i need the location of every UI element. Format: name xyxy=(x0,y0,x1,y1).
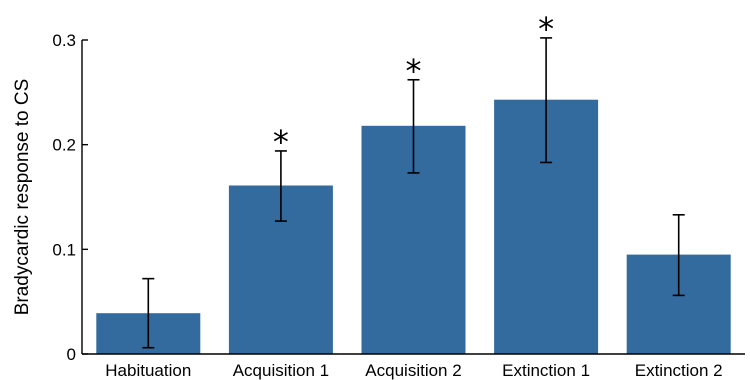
y-axis-title: Bradycardic response to CS xyxy=(12,79,33,316)
x-tick-label: Acquisition 1 xyxy=(233,361,329,380)
significance-markers-group: * * * xyxy=(273,10,554,161)
y-tick-label: 0.1 xyxy=(52,240,76,259)
significance-asterisk: * xyxy=(273,123,289,161)
x-tick-label: Extinction 2 xyxy=(635,361,723,380)
error-bars-group xyxy=(142,37,685,349)
y-tick-label: 0.2 xyxy=(52,136,76,155)
x-axis: Habituation Acquisition 1 Acquisition 2 Ext… xyxy=(82,353,745,380)
y-axis: 0 0.1 0.2 0.3 xyxy=(52,31,88,364)
error-bar xyxy=(274,150,287,222)
error-bar xyxy=(672,213,685,297)
error-bar xyxy=(407,78,420,174)
significance-asterisk: * xyxy=(538,10,554,48)
x-tick-label: Acquisition 2 xyxy=(365,361,461,380)
x-tick-label: Extinction 1 xyxy=(502,361,590,380)
y-tick-label: 0.3 xyxy=(52,31,76,50)
significance-asterisk: * xyxy=(406,52,422,90)
error-bar xyxy=(540,37,553,164)
x-tick-label: Habituation xyxy=(105,361,191,380)
error-bar xyxy=(142,277,155,349)
y-tick-label: 0 xyxy=(67,345,76,364)
